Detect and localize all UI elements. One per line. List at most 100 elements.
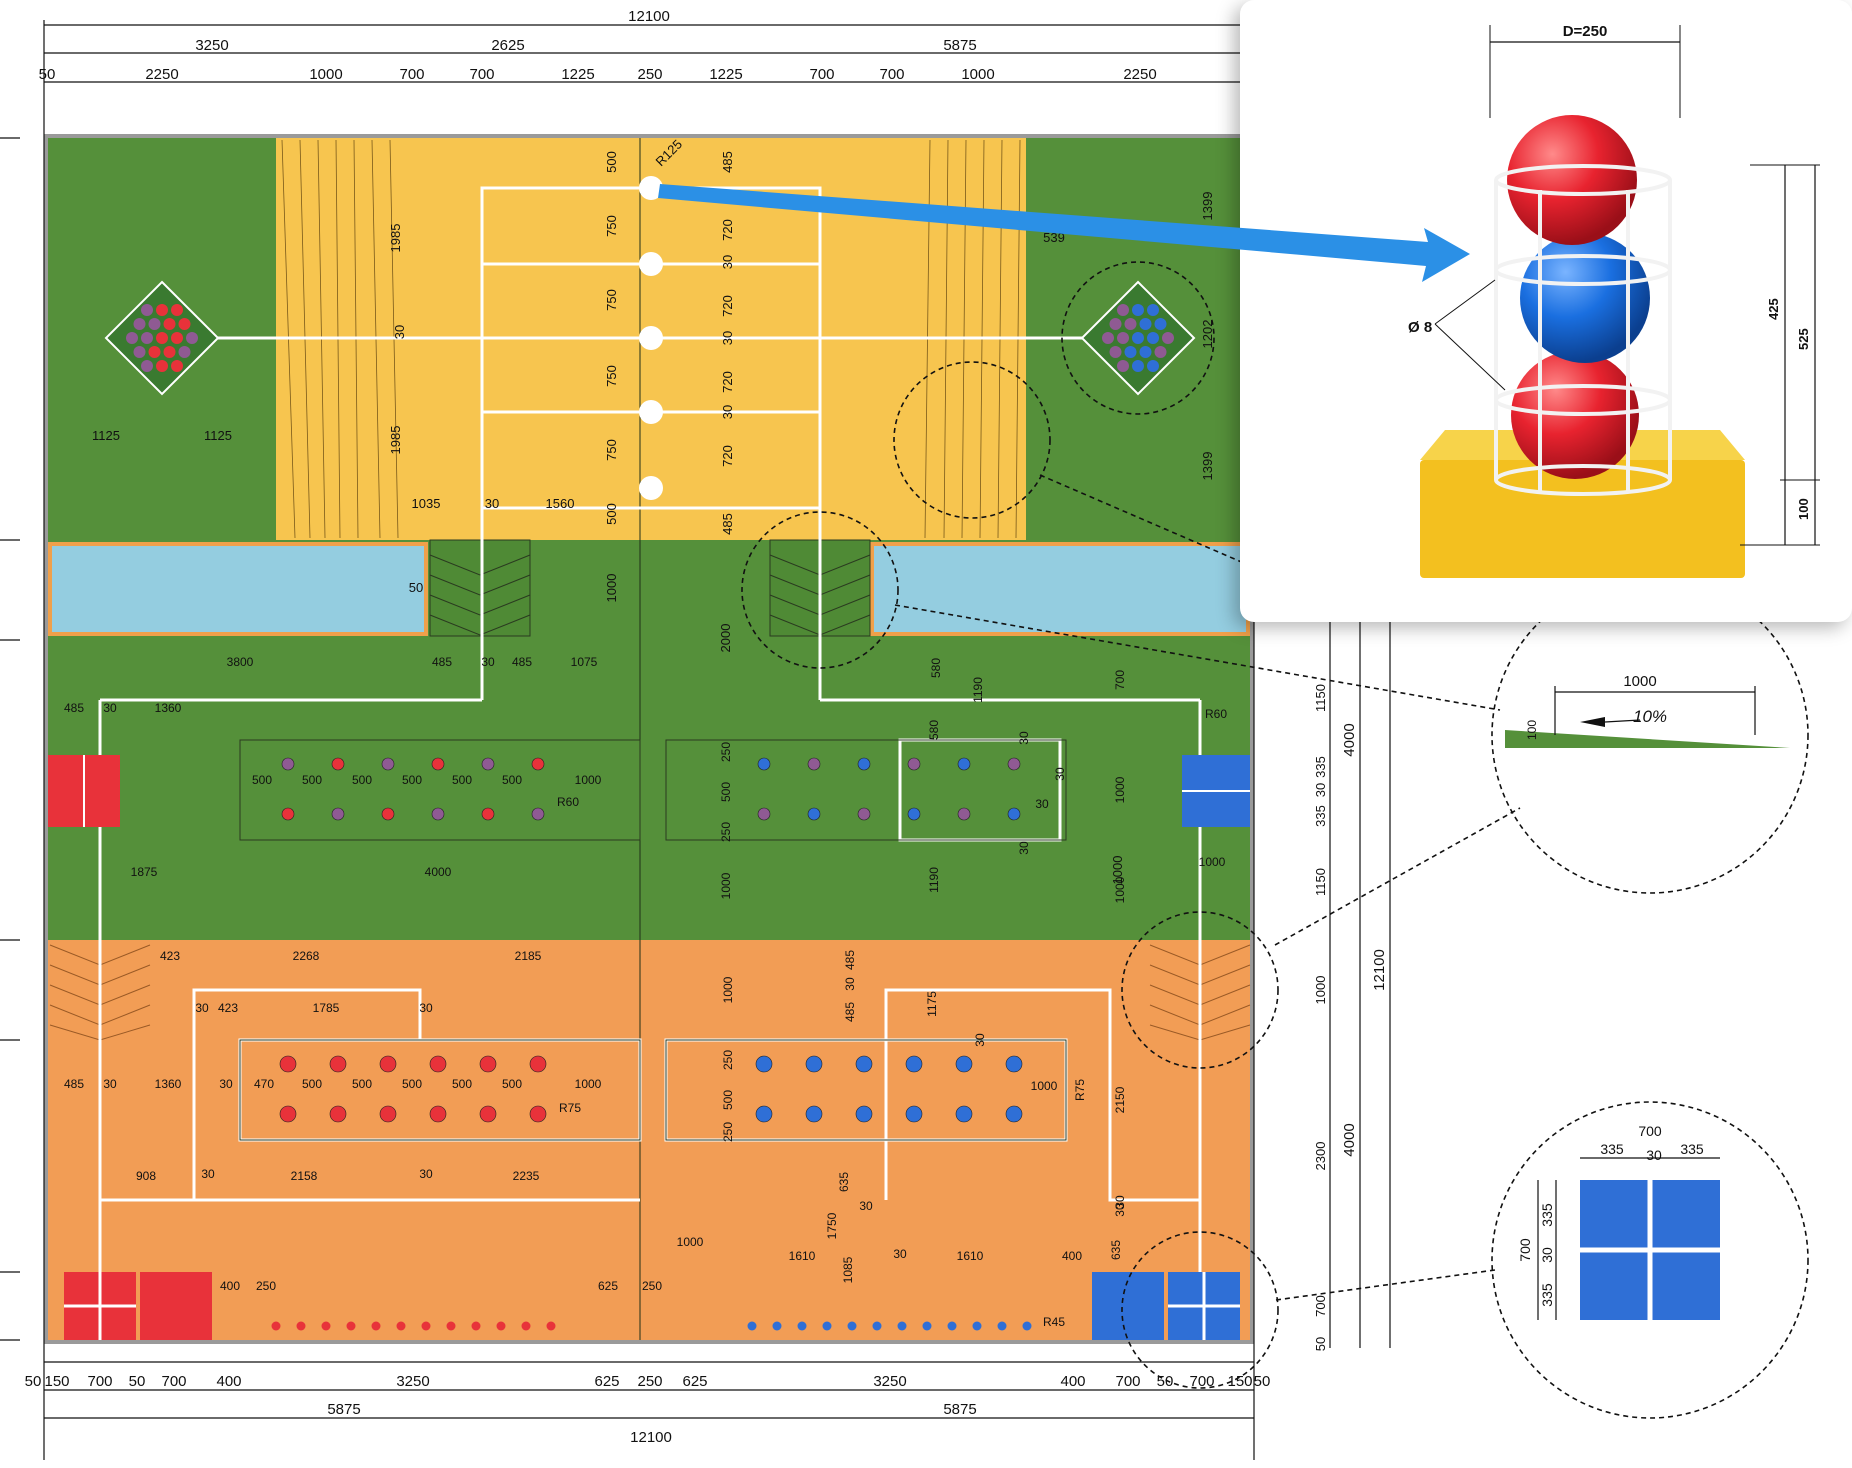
strip-dot bbox=[346, 1321, 356, 1331]
green-row-label: 500 bbox=[252, 773, 272, 787]
post-dot bbox=[331, 757, 345, 771]
orange-row-label: 1085 bbox=[841, 1256, 855, 1283]
green-row-label: 30 bbox=[1017, 731, 1031, 745]
dimension-lines bbox=[0, 20, 1391, 1460]
green-row-label: 1075 bbox=[571, 655, 598, 669]
post-dot bbox=[329, 1055, 347, 1073]
water-strip-right-inner bbox=[874, 546, 1246, 632]
dim-bottom-row2: 5875 bbox=[327, 1401, 360, 1418]
post-dot bbox=[1007, 807, 1021, 821]
post-dot bbox=[429, 1055, 447, 1073]
orange-row-label: 1000 bbox=[721, 976, 735, 1003]
dim-bottom-row1: 50 bbox=[1254, 1373, 1271, 1390]
dim-bottom-row1: 3250 bbox=[873, 1373, 906, 1390]
dim-top-row2: 2625 bbox=[491, 37, 524, 54]
diamond-dot bbox=[1102, 332, 1114, 344]
square-side-part-1: 335 bbox=[1539, 1203, 1555, 1227]
diamond-dot bbox=[1124, 346, 1137, 358]
yellow-zone-label: 1202 bbox=[1200, 320, 1215, 349]
strip-dot bbox=[271, 1321, 281, 1331]
post-dot bbox=[905, 1105, 923, 1123]
diamond-dot bbox=[163, 318, 176, 330]
dim-bottom-row1: 625 bbox=[682, 1373, 707, 1390]
diamond-dot bbox=[148, 346, 161, 358]
product-preview-card: D=250 Ø 8 425 525 100 bbox=[1240, 0, 1852, 622]
dim-bottom-row1: 700 bbox=[87, 1373, 112, 1390]
orange-row-label: 1610 bbox=[957, 1249, 984, 1263]
square-top-part-1: 335 bbox=[1600, 1141, 1624, 1157]
green-row-label: 1875 bbox=[131, 865, 158, 879]
green-row-label: 1360 bbox=[155, 701, 182, 715]
diamond-dot bbox=[1147, 304, 1159, 316]
dim-top-row3: 700 bbox=[879, 66, 904, 83]
yellow-zone-label: 720 bbox=[720, 445, 735, 467]
yellow-zone-label: 485 bbox=[720, 513, 735, 535]
ball-middle-blue bbox=[1520, 233, 1650, 363]
diamond-dot bbox=[156, 304, 168, 316]
dim-top-row3: 1225 bbox=[561, 66, 594, 83]
orange-row-label: 635 bbox=[837, 1172, 851, 1192]
diamond-dot bbox=[156, 332, 168, 344]
yellow-zone-label: 30 bbox=[720, 331, 735, 345]
dim-bottom-row1: 400 bbox=[1060, 1373, 1085, 1390]
post-dot bbox=[857, 757, 871, 771]
square-detail: 700 335 30 335 700 335 30 335 bbox=[1517, 1123, 1720, 1320]
green-row-label: 485 bbox=[64, 701, 84, 715]
strip-dot bbox=[897, 1321, 907, 1331]
orange-row-label: 500 bbox=[402, 1077, 422, 1091]
orange-row-label: 485 bbox=[843, 1002, 857, 1022]
diamond-dot bbox=[1147, 332, 1159, 344]
green-row-label: 30 bbox=[1035, 797, 1049, 811]
diamond-dot bbox=[141, 332, 153, 344]
yellow-zone-label: 750 bbox=[604, 289, 619, 311]
slope-height-label: 100 bbox=[1525, 720, 1539, 740]
green-row-label: 3800 bbox=[227, 655, 254, 669]
ball-stand-illustration: D=250 Ø 8 425 525 100 bbox=[1408, 23, 1820, 578]
diamond-dots bbox=[126, 304, 1174, 372]
green-row-label: 1000 bbox=[575, 773, 602, 787]
green-row-label: 1000 bbox=[1199, 855, 1226, 869]
water-row-label: 1000 bbox=[604, 574, 619, 603]
green-row-label: 30 bbox=[1053, 767, 1067, 781]
yellow-zone-label: 30 bbox=[720, 255, 735, 269]
orange-row-label: 400 bbox=[1062, 1249, 1082, 1263]
dim-top-row3: 250 bbox=[637, 66, 662, 83]
post-dot bbox=[279, 1055, 297, 1073]
orange-row-label: R75 bbox=[559, 1101, 581, 1115]
dim-right-inner: 335 bbox=[1313, 805, 1328, 827]
panel-frames bbox=[239, 739, 1067, 1141]
yellow-zone-label: 30 bbox=[720, 405, 735, 419]
orange-row-label: 2158 bbox=[291, 1169, 318, 1183]
green-row-label: 485 bbox=[512, 655, 532, 669]
strip-dot bbox=[972, 1321, 982, 1331]
square-side-part-3: 335 bbox=[1539, 1283, 1555, 1307]
post-dot bbox=[955, 1055, 973, 1073]
dim-top-row2: 5875 bbox=[943, 37, 976, 54]
strip-dot bbox=[997, 1321, 1007, 1331]
green-row-label: 485 bbox=[432, 655, 452, 669]
green-row-label: 250 bbox=[719, 822, 733, 842]
orange-row-label: 250 bbox=[642, 1279, 662, 1293]
dim-bottom-row1: 250 bbox=[637, 1373, 662, 1390]
dim-bottom-row1: 700 bbox=[1115, 1373, 1140, 1390]
diamond-dot bbox=[1162, 332, 1174, 344]
dim-top-row3: 2250 bbox=[145, 66, 178, 83]
orange-row-label: 2150 bbox=[1113, 1086, 1127, 1113]
post-dot bbox=[855, 1105, 873, 1123]
strip-dot bbox=[847, 1321, 857, 1331]
dim-right-mid: 4000 bbox=[1341, 723, 1358, 756]
yellow-zone-label: 1035 bbox=[412, 496, 441, 511]
green-row-label: 1000 bbox=[1113, 876, 1127, 903]
post-dot bbox=[757, 807, 771, 821]
orange-row-label: 500 bbox=[502, 1077, 522, 1091]
cage-rings bbox=[1494, 164, 1672, 496]
yellow-zone-label: 1985 bbox=[388, 224, 403, 253]
post-dot bbox=[531, 807, 545, 821]
square-top-total: 700 bbox=[1638, 1123, 1662, 1139]
strip-dot bbox=[496, 1321, 506, 1331]
yellow-zone-label: 500 bbox=[604, 503, 619, 525]
diamond-dot bbox=[1154, 318, 1167, 330]
orange-row-label: 30 bbox=[1113, 1195, 1127, 1209]
post-dot bbox=[379, 1055, 397, 1073]
dim-right-inner: 30 bbox=[1313, 783, 1328, 797]
